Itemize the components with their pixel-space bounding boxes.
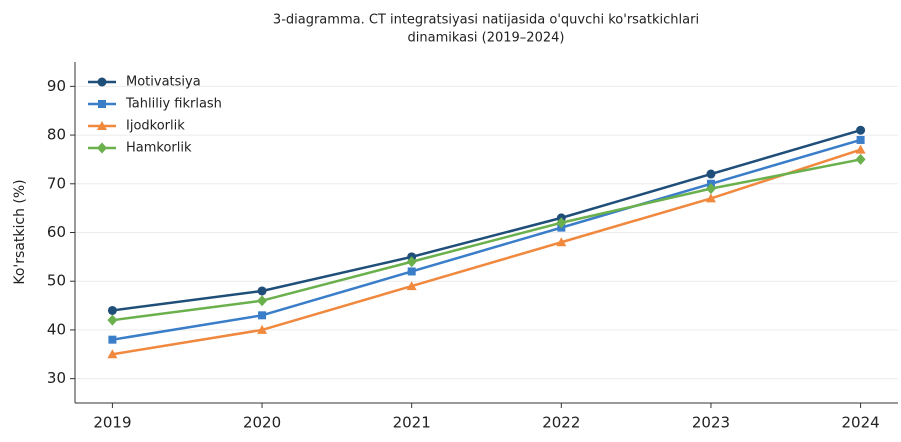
y-tick-label: 60 bbox=[47, 223, 66, 241]
chart-title: dinamikasi (2019–2024) bbox=[408, 31, 565, 46]
marker bbox=[407, 267, 416, 276]
series-line bbox=[112, 129, 861, 312]
marker bbox=[706, 169, 716, 179]
marker bbox=[98, 100, 106, 108]
marker bbox=[258, 311, 267, 320]
marker bbox=[855, 153, 866, 165]
marker bbox=[406, 256, 417, 268]
x-tick-label: 2023 bbox=[692, 414, 730, 432]
legend-label: Hamkorlik bbox=[126, 141, 192, 156]
marker bbox=[556, 217, 567, 229]
chart-title: 3-diagramma. CT integratsiyasi natijasid… bbox=[273, 13, 699, 28]
x-tick-label: 2020 bbox=[243, 414, 281, 432]
x-tick-label: 2022 bbox=[542, 414, 580, 432]
marker bbox=[107, 349, 118, 359]
marker bbox=[107, 305, 117, 315]
y-tick-label: 70 bbox=[47, 174, 66, 192]
marker bbox=[257, 324, 268, 334]
marker bbox=[108, 335, 117, 344]
x-tick-label: 2021 bbox=[393, 414, 431, 432]
x-tick-label: 2024 bbox=[841, 414, 879, 432]
y-tick-label: 30 bbox=[47, 369, 66, 387]
marker bbox=[97, 77, 107, 87]
y-tick-label: 80 bbox=[47, 126, 66, 144]
x-tick-label: 2019 bbox=[93, 414, 131, 432]
legend-label: Ijodkorlik bbox=[126, 119, 185, 134]
series-line bbox=[112, 158, 861, 322]
marker bbox=[97, 142, 107, 154]
marker bbox=[97, 121, 107, 130]
marker bbox=[855, 144, 866, 154]
y-tick-label: 40 bbox=[47, 320, 66, 338]
marker bbox=[107, 314, 118, 326]
series-line bbox=[112, 148, 861, 356]
legend-label: Tahliliy fikrlash bbox=[125, 97, 222, 112]
marker bbox=[705, 183, 716, 195]
legend-label: Motivatsiya bbox=[126, 75, 201, 90]
y-tick-label: 50 bbox=[47, 272, 66, 290]
marker bbox=[257, 286, 267, 296]
y-axis-label: Ko'rsatkich (%) bbox=[12, 179, 28, 284]
marker bbox=[856, 135, 865, 144]
marker bbox=[406, 281, 417, 291]
marker bbox=[556, 237, 567, 247]
marker bbox=[856, 125, 866, 135]
y-tick-label: 90 bbox=[47, 77, 66, 95]
series-line bbox=[112, 138, 861, 341]
marker bbox=[705, 193, 716, 203]
marker bbox=[257, 295, 268, 307]
